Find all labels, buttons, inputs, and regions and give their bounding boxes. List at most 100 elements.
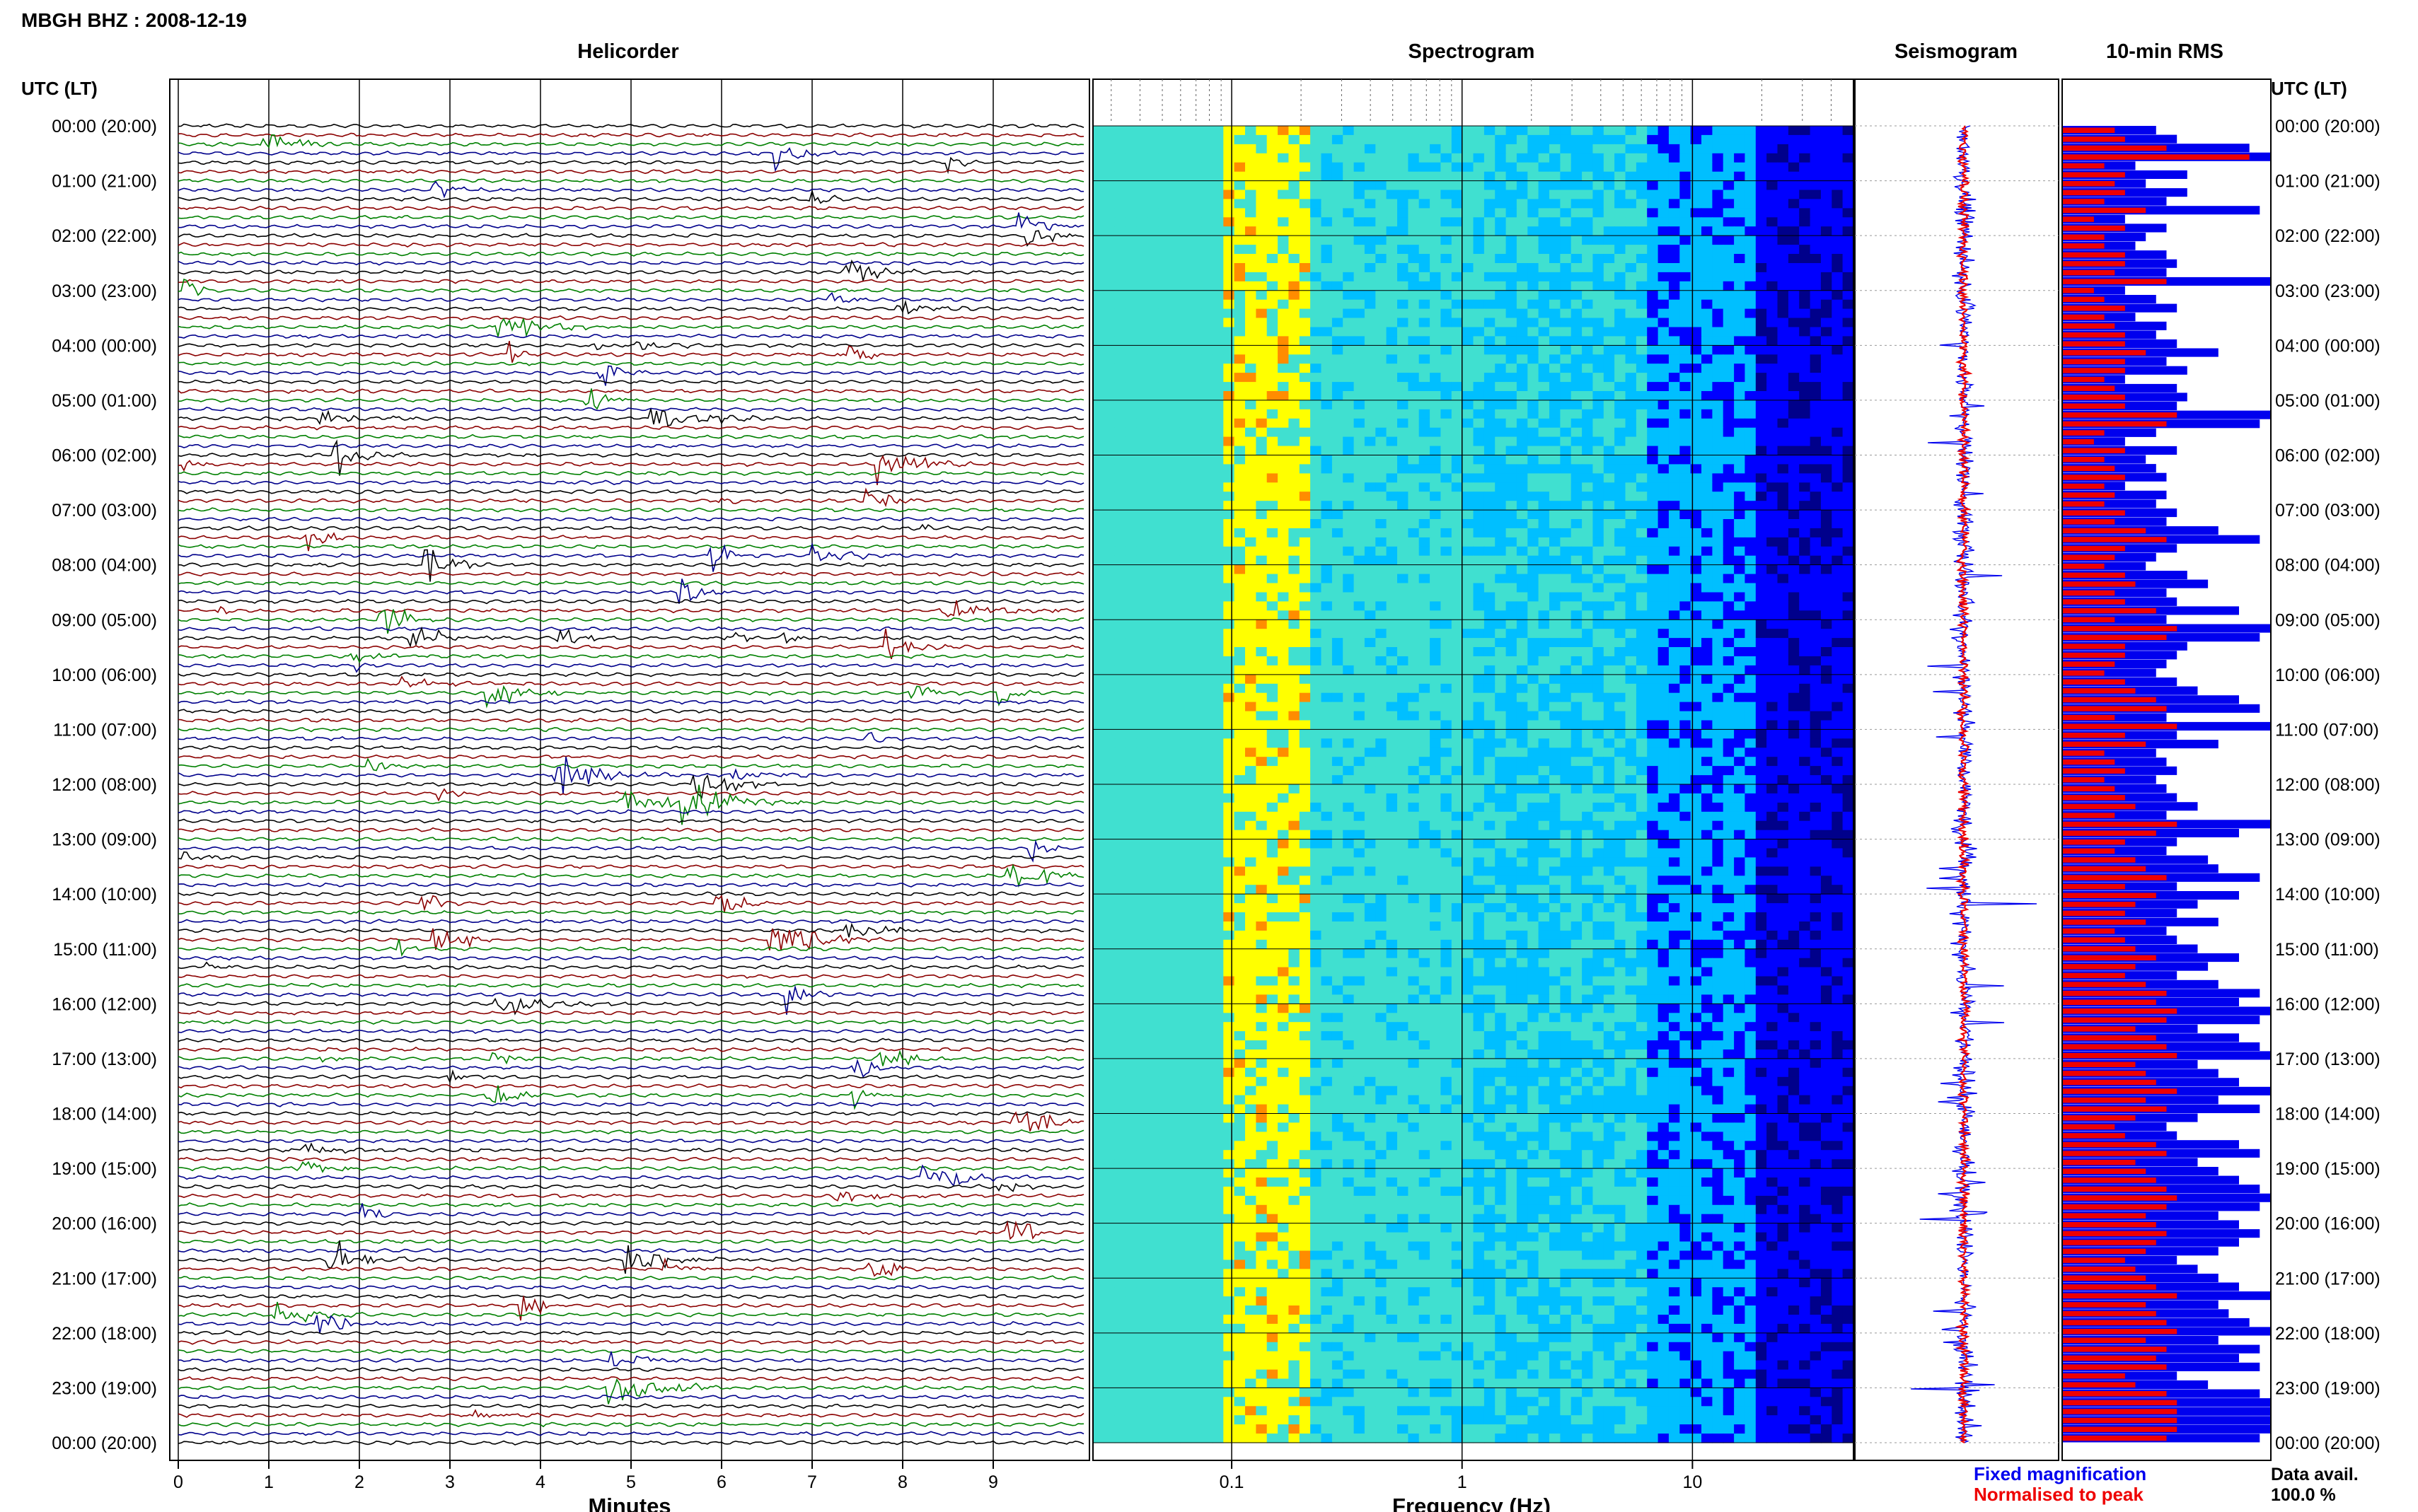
spectrogram-cell	[1734, 537, 1746, 547]
spectrogram-cell	[1712, 446, 1724, 456]
spectrogram-cell	[1570, 546, 1583, 557]
spectrogram-cell	[1278, 436, 1290, 447]
spectrogram-cell	[1310, 564, 1322, 575]
spectrogram-cell	[1136, 656, 1148, 666]
spectrogram-cell	[1495, 656, 1507, 666]
spectrogram-cell	[1538, 226, 1550, 236]
spectrogram-cell	[1093, 656, 1104, 666]
spectrogram-cell	[1430, 382, 1442, 392]
spectrogram-cell	[1299, 446, 1311, 456]
spectrogram-cell	[1331, 199, 1343, 209]
spectrogram-cell	[1766, 134, 1778, 145]
spectrogram-cell	[1353, 656, 1365, 666]
spectrogram-cell	[1549, 537, 1561, 547]
spectrogram-cell	[1842, 235, 1854, 245]
spectrogram-cell	[1364, 555, 1376, 566]
spectrogram-cell	[1636, 665, 1648, 675]
spectrogram-cell	[1625, 519, 1637, 529]
spectrogram-cell	[1483, 482, 1496, 492]
spectrogram-cell	[1483, 345, 1496, 355]
spectrogram-cell	[1690, 720, 1702, 730]
spectrogram-cell	[1473, 501, 1485, 511]
helicorder-trace	[178, 361, 1084, 366]
spectrogram-cell	[1820, 418, 1832, 429]
spectrogram-cell	[1256, 738, 1268, 748]
spectrogram-cell	[1158, 162, 1170, 173]
spectrogram-cell	[1701, 583, 1713, 593]
spectrogram-cell	[1832, 482, 1844, 492]
spectrogram-cell	[1734, 254, 1746, 264]
spectrogram-cell	[1614, 629, 1626, 639]
spectrogram-cell	[1614, 190, 1626, 199]
spectrogram-cell	[1223, 400, 1235, 410]
spectrogram-cell	[1310, 263, 1322, 273]
helicorder-trace	[178, 607, 1084, 634]
spectrogram-cell	[1364, 528, 1376, 538]
spectrogram-cell	[1549, 464, 1561, 474]
spectrogram-cell	[1679, 199, 1691, 209]
spectrogram-cell	[1690, 327, 1702, 337]
spectrogram-cell	[1223, 601, 1235, 611]
spectrogram-cell	[1570, 162, 1583, 173]
spectrogram-cell	[1430, 510, 1442, 520]
spectrogram-cell	[1842, 546, 1854, 557]
spectrogram-cell	[1191, 391, 1203, 401]
spectrogram-cell	[1440, 711, 1452, 721]
spectrogram-cell	[1734, 364, 1746, 373]
spectrogram-cell	[1321, 354, 1333, 364]
spectrogram-cell	[1495, 171, 1507, 182]
spectrogram-cell	[1810, 537, 1822, 547]
spectrogram-cell	[1516, 692, 1528, 703]
helicorder-trace	[178, 1409, 1084, 1419]
spectrogram-cell	[1299, 308, 1311, 319]
spectrogram-cell	[1147, 601, 1159, 611]
helicorder-trace	[178, 1339, 1084, 1345]
spectrogram-cell	[1093, 537, 1104, 547]
spectrogram-cell	[1723, 683, 1735, 694]
spectrogram-cell	[1310, 345, 1322, 355]
spectrogram-cell	[1440, 162, 1452, 173]
spectrogram-cell	[1310, 409, 1322, 419]
spectrogram-cell	[1299, 656, 1311, 666]
spectrogram-cell	[1266, 354, 1278, 364]
spectrogram-cell	[1788, 647, 1800, 657]
spectrogram-cell	[1114, 436, 1126, 447]
spectrogram-cell	[1712, 482, 1724, 492]
spectrogram-cell	[1527, 492, 1539, 501]
spectrogram-cell	[1592, 180, 1604, 191]
spectrogram-cell	[1636, 647, 1648, 657]
spectrogram-cell	[1321, 555, 1333, 566]
spectrogram-cell	[1364, 427, 1376, 438]
spectrogram-cell	[1169, 601, 1181, 611]
spectrogram-cell	[1201, 373, 1213, 383]
spectrogram-cell	[1712, 171, 1724, 182]
spectrogram-cell	[1723, 519, 1735, 529]
spectrogram-cell	[1777, 134, 1789, 145]
spectrogram-cell	[1625, 162, 1637, 173]
spectrogram-cell	[1810, 638, 1822, 648]
spectrogram-cell	[1093, 391, 1104, 401]
spectrogram-cell	[1418, 299, 1430, 310]
spectrogram-cell	[1592, 683, 1604, 694]
spectrogram-cell	[1114, 674, 1126, 685]
spectrogram-cell	[1093, 592, 1104, 602]
spectrogram-cell	[1386, 629, 1398, 639]
spectrogram-cell	[1310, 126, 1322, 136]
spectrogram-cell	[1256, 674, 1268, 685]
spectrogram-cell	[1353, 638, 1365, 648]
spectrogram-cell	[1603, 180, 1615, 191]
spectrogram-cell	[1364, 364, 1376, 373]
spectrogram-cell	[1440, 199, 1452, 209]
spectrogram-cell	[1832, 665, 1844, 675]
spectrogram-cell	[1114, 757, 1126, 767]
spectrogram-cell	[1658, 400, 1670, 410]
spectrogram-cell	[1201, 473, 1213, 483]
spectrogram-cell	[1755, 162, 1767, 173]
spectrogram-cell	[1560, 574, 1572, 584]
spectrogram-cell	[1473, 729, 1485, 739]
spectrogram-cell	[1353, 610, 1365, 620]
spectrogram-cell	[1430, 528, 1442, 538]
spectrogram-cell	[1495, 748, 1507, 757]
spectrogram-cell	[1430, 226, 1442, 236]
spectrogram-cell	[1169, 373, 1181, 383]
